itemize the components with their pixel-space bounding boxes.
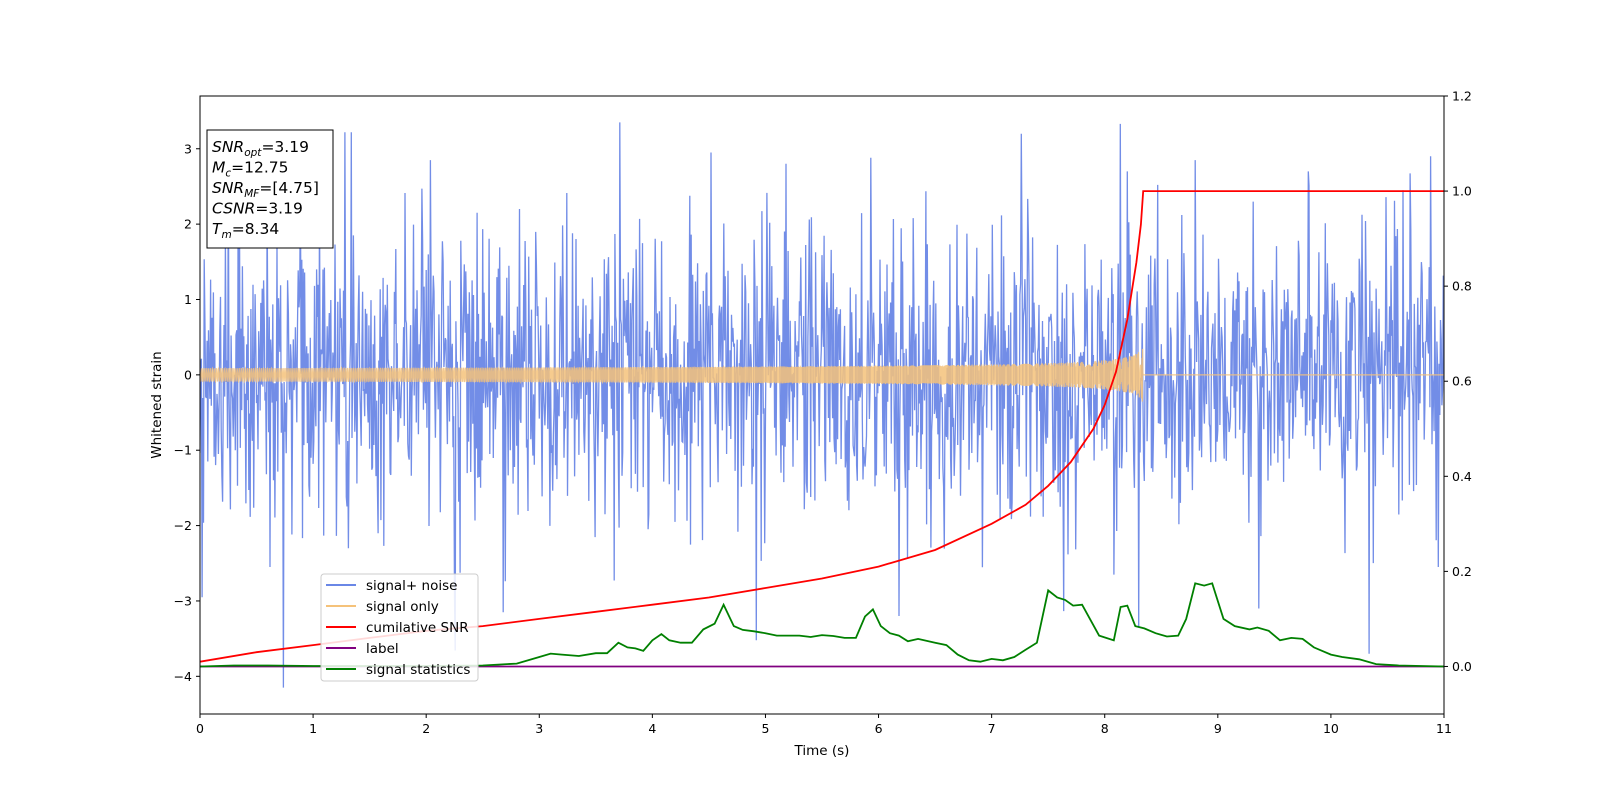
x-tick-label: 1 — [309, 721, 317, 736]
info-line: SNRMF=[4.75] — [212, 179, 319, 200]
info-symbol: M — [212, 159, 225, 177]
x-axis-label: Time (s) — [794, 743, 850, 759]
legend-cumulative-snr-text: cumilative SNR — [366, 620, 469, 636]
info-symbol: SNR — [212, 179, 244, 197]
y2-tick-label: 0.6 — [1452, 374, 1472, 389]
legend-signal-only-text: signal only — [366, 599, 439, 615]
info-subscript: m — [221, 229, 231, 241]
y2-axis-ticks: 0.0 0.2 0.4 0.6 0.8 1.0 1.2 — [1444, 89, 1472, 674]
x-tick-label: 3 — [535, 721, 543, 736]
series-signal-statistics — [200, 582, 1444, 668]
info-symbol: SNR — [212, 138, 244, 156]
info-subscript: opt — [244, 147, 262, 159]
series-signal-noise — [200, 122, 1444, 688]
y-tick-label: 1 — [184, 292, 192, 307]
x-tick-label: 4 — [648, 721, 656, 736]
info-subscript: MF — [244, 188, 260, 200]
info-line: CSNR=3.19 — [212, 200, 303, 218]
info-value: =3.19 — [261, 138, 309, 156]
info-subscript: c — [225, 168, 231, 180]
info-line: Tm=8.34 — [212, 220, 279, 241]
info-value: =12.75 — [231, 159, 288, 177]
x-tick-label: 10 — [1323, 721, 1339, 736]
legend: signal+ noise signal only cumilative SNR la… — [320, 573, 479, 682]
y-tick-label: −1 — [174, 443, 192, 458]
y2-tick-label: 0.2 — [1452, 564, 1472, 579]
axes-frame — [199, 95, 1445, 715]
y-tick-label: 2 — [184, 217, 192, 232]
x-tick-label: 6 — [875, 721, 883, 736]
info-symbol: CSNR — [212, 200, 255, 218]
legend-label-text: label — [366, 641, 399, 657]
info-annotation: SNRopt=3.19Mc=12.75SNRMF=[4.75]CSNR=3.19… — [206, 129, 334, 249]
y-tick-label: 0 — [184, 367, 192, 382]
info-value: =3.19 — [255, 200, 303, 218]
y-axis-ticks: −4 −3 −2 −1 0 1 2 3 — [174, 141, 200, 684]
y2-tick-label: 1.0 — [1452, 184, 1472, 199]
y2-tick-label: 0.4 — [1452, 469, 1472, 484]
legend-signal-statistics-text: signal statistics — [366, 662, 470, 678]
x-tick-label: 2 — [422, 721, 430, 736]
x-axis-ticks: 0 1 2 3 4 5 6 7 8 9 10 11 — [196, 714, 1452, 736]
y2-tick-label: 1.2 — [1452, 89, 1472, 104]
x-tick-label: 11 — [1436, 721, 1452, 736]
series-signal-only — [200, 348, 1444, 402]
x-tick-label: 8 — [1101, 721, 1109, 736]
info-line: SNRopt=3.19 — [212, 138, 309, 159]
info-annotation-box — [206, 129, 334, 249]
y-tick-label: 3 — [184, 141, 192, 156]
x-tick-label: 7 — [988, 721, 996, 736]
legend-signal-noise-text: signal+ noise — [366, 578, 457, 594]
y-tick-label: −3 — [174, 593, 192, 608]
y-tick-label: −4 — [174, 669, 192, 684]
legend-box — [320, 573, 479, 682]
y-axis-label: Whitened strain — [149, 351, 165, 458]
info-value: =[4.75] — [259, 179, 319, 197]
info-symbol: T — [212, 220, 223, 238]
x-tick-label: 0 — [196, 721, 204, 736]
y2-tick-label: 0.0 — [1452, 659, 1472, 674]
info-line: Mc=12.75 — [212, 159, 289, 180]
x-tick-label: 9 — [1214, 721, 1222, 736]
x-tick-label: 5 — [761, 721, 769, 736]
y-tick-label: −2 — [174, 518, 192, 533]
y2-tick-label: 0.8 — [1452, 279, 1472, 294]
info-value: =8.34 — [232, 220, 280, 238]
